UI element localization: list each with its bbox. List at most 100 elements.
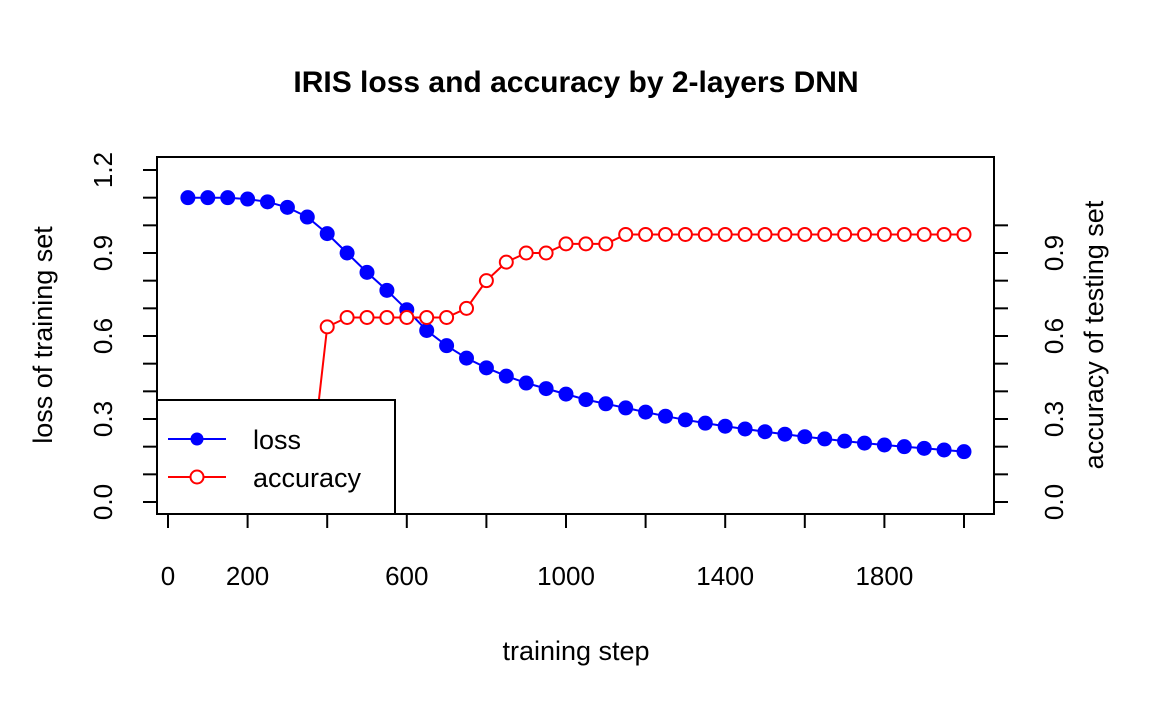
series-loss-point-14 bbox=[459, 350, 474, 366]
y-tick-label-1.2: 1.2 bbox=[88, 152, 118, 188]
series-loss-point-19 bbox=[558, 386, 574, 402]
y2-tick-label-0.6: 0.6 bbox=[1039, 318, 1069, 354]
series-accuracy-point-22 bbox=[618, 226, 634, 242]
legend-loss-marker bbox=[190, 432, 204, 446]
series-loss-point-32 bbox=[817, 431, 833, 447]
legend: loss accuracy bbox=[156, 399, 396, 515]
series-accuracy-point-23 bbox=[638, 226, 654, 242]
series-loss-point-35 bbox=[876, 437, 892, 453]
series-loss-point-29 bbox=[757, 424, 773, 440]
series-loss-point-31 bbox=[797, 429, 813, 445]
series-loss-point-25 bbox=[677, 412, 693, 428]
x-axis-label: training step bbox=[502, 636, 649, 666]
y-tick-label-0.0: 0.0 bbox=[88, 484, 118, 520]
y2-tick-label-0.3: 0.3 bbox=[1039, 401, 1069, 437]
series-accuracy-point-11 bbox=[399, 309, 415, 325]
series-accuracy-point-32 bbox=[817, 226, 833, 242]
series-accuracy-point-30 bbox=[777, 226, 793, 242]
series-loss-point-26 bbox=[697, 415, 713, 431]
series-accuracy-point-14 bbox=[459, 300, 474, 316]
legend-accuracy-marker bbox=[189, 469, 205, 485]
series-loss-point-5 bbox=[279, 199, 295, 215]
x-tick-label-1000: 1000 bbox=[537, 561, 595, 591]
x-tick-label-600: 600 bbox=[385, 561, 428, 591]
series-loss-point-1 bbox=[200, 190, 216, 206]
series-accuracy-point-18 bbox=[538, 245, 554, 261]
series-accuracy-point-37 bbox=[916, 226, 932, 242]
series-loss-point-24 bbox=[658, 408, 673, 424]
y-axis-label: loss of training set bbox=[28, 226, 58, 444]
series-accuracy-point-15 bbox=[478, 273, 494, 289]
series-accuracy-point-13 bbox=[439, 309, 455, 325]
series-loss-point-27 bbox=[717, 418, 733, 434]
series-loss-point-33 bbox=[837, 433, 853, 449]
series-loss-point-34 bbox=[857, 435, 872, 451]
series-loss-point-13 bbox=[439, 338, 455, 354]
x-tick-label-1400: 1400 bbox=[696, 561, 754, 591]
series-loss-point-28 bbox=[737, 421, 753, 437]
series-accuracy-point-33 bbox=[837, 226, 853, 242]
series-loss-point-38 bbox=[936, 442, 952, 458]
y2-tick-label-0.0: 0.0 bbox=[1039, 484, 1069, 520]
series-loss-point-15 bbox=[478, 360, 494, 376]
y-tick-label-0.3: 0.3 bbox=[88, 401, 118, 437]
series-loss-point-21 bbox=[598, 396, 614, 412]
series-accuracy-point-21 bbox=[598, 236, 614, 252]
series-accuracy-point-17 bbox=[518, 245, 534, 261]
series-loss-point-12 bbox=[419, 322, 435, 338]
series-loss-point-9 bbox=[359, 264, 375, 280]
series-accuracy-point-28 bbox=[737, 226, 753, 242]
series-accuracy-point-36 bbox=[896, 226, 912, 242]
x-tick-label-200: 200 bbox=[226, 561, 269, 591]
plot-frame bbox=[156, 156, 995, 515]
series-loss-point-4 bbox=[260, 194, 275, 210]
series-accuracy-point-29 bbox=[757, 226, 773, 242]
series-loss-point-8 bbox=[339, 245, 355, 261]
legend-accuracy-label: accuracy bbox=[253, 463, 362, 493]
series-loss-line bbox=[187, 196, 965, 453]
series-loss-point-2 bbox=[220, 190, 236, 206]
series-accuracy-point-39 bbox=[956, 226, 972, 242]
series-loss-point-0 bbox=[180, 190, 196, 206]
series-loss-point-36 bbox=[896, 439, 912, 455]
series-accuracy-point-10 bbox=[379, 309, 395, 325]
series-accuracy-point-26 bbox=[697, 226, 713, 242]
series-accuracy-point-8 bbox=[339, 309, 355, 325]
chart-title: IRIS loss and accuracy by 2-layers DNN bbox=[293, 66, 858, 99]
axes-layer: 0 200 600 1000 1400 1800 0.0 0.3 0.6 0.9 1.2 0.0 0.3… bbox=[88, 152, 1069, 591]
series-loss-point-22 bbox=[618, 400, 634, 416]
series-accuracy-point-12 bbox=[419, 309, 435, 325]
series-loss-point-17 bbox=[518, 375, 534, 391]
y-tick-label-0.9: 0.9 bbox=[88, 235, 118, 271]
series-accuracy-point-25 bbox=[677, 226, 693, 242]
series-accuracy-point-7 bbox=[319, 319, 335, 335]
series-accuracy-point-20 bbox=[578, 236, 594, 252]
series-accuracy-point-16 bbox=[498, 254, 514, 270]
legend-box bbox=[156, 399, 396, 515]
series-loss-point-16 bbox=[498, 368, 514, 384]
series-accuracy-point-31 bbox=[797, 226, 813, 242]
series-accuracy-point-35 bbox=[876, 226, 892, 242]
legend-loss-label: loss bbox=[253, 425, 301, 455]
series-accuracy-point-38 bbox=[936, 226, 952, 242]
series-loss-point-37 bbox=[916, 440, 932, 456]
series-loss-point-6 bbox=[299, 209, 315, 225]
series-accuracy-point-27 bbox=[717, 226, 733, 242]
y-tick-label-0.6: 0.6 bbox=[88, 318, 118, 354]
series-loss-point-39 bbox=[956, 444, 972, 460]
y2-tick-label-0.9: 0.9 bbox=[1039, 235, 1069, 271]
series-loss-point-30 bbox=[777, 426, 793, 442]
series-accuracy-point-9 bbox=[359, 309, 375, 325]
series-accuracy-point-19 bbox=[558, 236, 574, 252]
series-loss-point-23 bbox=[638, 404, 654, 420]
x-tick-label-0: 0 bbox=[161, 561, 175, 591]
y2-axis-label: accuracy of testing set bbox=[1079, 200, 1109, 469]
x-tick-label-1800: 1800 bbox=[855, 561, 913, 591]
series-loss-point-18 bbox=[538, 381, 554, 397]
series-accuracy-point-34 bbox=[857, 226, 872, 242]
series-loss-point-20 bbox=[578, 392, 594, 408]
series-loss-point-3 bbox=[240, 191, 256, 207]
series-loss-point-10 bbox=[379, 282, 395, 298]
series-accuracy-point-24 bbox=[658, 226, 673, 242]
